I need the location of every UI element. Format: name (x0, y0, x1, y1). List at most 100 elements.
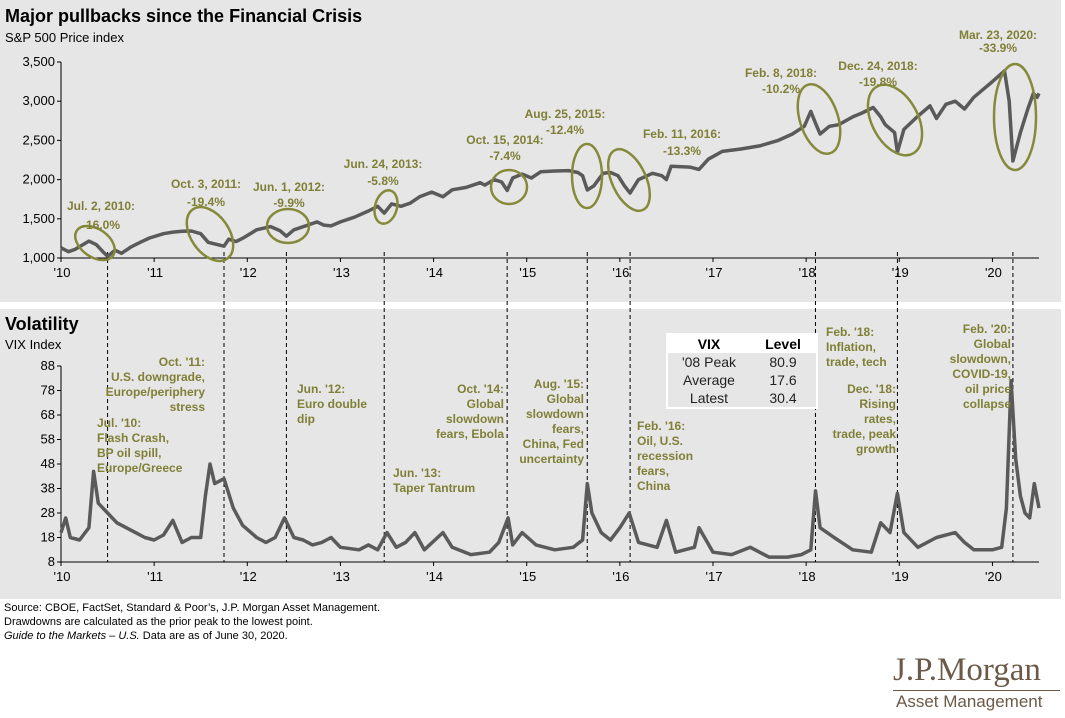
sp500-x-tick-label: '16 (612, 265, 629, 280)
vix-x-tick-label: '19 (892, 569, 909, 584)
pullback-drawdown-label: -19.4% (187, 195, 225, 209)
sp500-y-tick-label: 1,500 (22, 211, 55, 226)
pullback-drawdown-label: -13.3% (663, 144, 701, 158)
pullback-drawdown-label: -33.9% (979, 41, 1017, 55)
vix-event-label: Dec. '18: (847, 382, 896, 396)
sp500-x-tick-label: '11 (147, 265, 163, 280)
pullback-circle (570, 142, 604, 210)
vix-y-tick-label: 48 (41, 456, 55, 471)
vix-event-label: Global (974, 337, 1011, 351)
pullback-date-label: Feb. 11, 2016: (643, 127, 721, 141)
vix-y-tick-label: 8 (48, 554, 55, 569)
pullback-circle (866, 83, 924, 157)
asset-management-label: Asset Management (896, 692, 1043, 711)
chart-title: Major pullbacks since the Financial Cris… (5, 6, 363, 26)
pullback-drawdown-label: -10.2% (762, 82, 800, 96)
vix-event-label: Jun. '13: (393, 466, 441, 480)
chart-subtitle: S&P 500 Price index (5, 30, 124, 45)
vix-event-label: Europe/Greece (97, 461, 183, 475)
vix-y-tick-label: 78 (41, 383, 55, 398)
vix-event-label: dip (297, 412, 315, 426)
vix-event-label: stress (170, 400, 206, 414)
jpmorgan-logo: J.P.Morgan (893, 652, 1041, 688)
pullback-circle (185, 205, 235, 263)
vix-y-tick-label: 58 (41, 432, 55, 447)
vix-y-tick-label: 38 (41, 481, 55, 496)
vix-event-label: China (637, 479, 671, 493)
pullback-date-label: Oct. 3, 2011: (171, 177, 241, 191)
pullback-date-label: Jun. 24, 2013: (344, 157, 423, 171)
vix-event-label: Inflation, (826, 340, 876, 354)
vix-panel (0, 309, 1061, 599)
chart-canvas: 1,000 1,500 2,000 2,500 3,000 3,500 '10 '11 '12 '… (22, 28, 1041, 584)
sp500-x-tick-label: '15 (519, 265, 536, 280)
vix-y-tick-label: 18 (41, 530, 55, 545)
vix-event-label: slowdown (526, 407, 584, 421)
vix-event-label: Jun. '12: (297, 382, 345, 396)
sp500-y-tick-label: 3,500 (22, 54, 55, 69)
pullback-circle (992, 62, 1038, 172)
pullback-circle (74, 224, 116, 262)
vix-table-value: 80.9 (769, 354, 797, 370)
pullback-date-label: Oct. 15, 2014: (466, 133, 543, 147)
vix-event-label: COVID-19, (952, 367, 1011, 381)
vix-x-tick-label: '11 (147, 569, 163, 584)
pullback-drawdown-label: -19.8% (859, 75, 897, 89)
vix-event-label: fears, (552, 422, 584, 436)
vix-x-tick-label: '15 (519, 569, 536, 584)
sp500-x-tick-label: '19 (892, 265, 909, 280)
vix-table-row: Average 17.6 (668, 371, 816, 389)
vix-table-label: '08 Peak (681, 354, 737, 370)
vix-event-label: collapse (963, 397, 1011, 411)
vix-table-row: '08 Peak 80.9 (668, 353, 816, 371)
vix-event-label: Flash Crash, (97, 431, 169, 445)
vix-event-label: trade, peak (833, 427, 897, 441)
vix-table-value: 30.4 (769, 390, 797, 406)
vix-event-label: slowdown, (950, 352, 1011, 366)
vix-event-label: Taper Tantrum (393, 481, 475, 495)
vix-table-label: Latest (689, 390, 729, 406)
vix-event-label: uncertainty (519, 452, 584, 466)
pullback-drawdown-label: -9.9% (273, 196, 305, 210)
vix-event-label: Feb. '16: (637, 419, 685, 433)
vix-event-label: China, Fed (523, 437, 584, 451)
vix-event-label: slowdown (446, 412, 504, 426)
footer-guide: Guide to the Markets – U.S. Data are as … (4, 630, 288, 642)
vix-event-label: fears, Ebola (436, 427, 504, 441)
vix-event-label: Global (547, 392, 584, 406)
vix-event-label: BP oil spill, (97, 446, 161, 460)
pullback-date-label: Mar. 23, 2020: (959, 28, 1037, 42)
pullback-date-label: Jul. 2, 2010: (67, 199, 135, 213)
sp500-x-tick-label: '10 (54, 265, 71, 280)
vix-x-tick-label: '17 (706, 569, 723, 584)
footer-source: Source: CBOE, FactSet, Standard & Poor’s… (4, 602, 381, 614)
vix-event-label: Oct. '11: (159, 355, 205, 369)
logo-divider (893, 690, 1060, 691)
sp500-y-tick-label: 3,000 (22, 93, 55, 108)
vix-x-tick-label: '10 (54, 569, 71, 584)
pullback-date-label: Dec. 24, 2018: (838, 59, 917, 73)
vix-event-label: U.S. downgrade, (111, 370, 205, 384)
vix-event-label: rates, (864, 412, 896, 426)
sp500-x-tick-label: '12 (240, 265, 257, 280)
vix-x-tick-label: '20 (985, 569, 1002, 584)
sp500-x-tick-label: '13 (333, 265, 350, 280)
vix-x-tick-label: '14 (426, 569, 443, 584)
vix-event-label: Rising (859, 397, 896, 411)
vix-event-label: growth (856, 442, 896, 456)
vix-event-label: oil price (965, 382, 1011, 396)
pullback-circle (489, 168, 529, 206)
vix-y-tick-label: 68 (41, 407, 55, 422)
sp500-x-tick-label: '17 (706, 265, 723, 280)
vix-table-header: VIX Level (668, 335, 816, 353)
vix-event-label: recession (637, 449, 693, 463)
pullback-circle (606, 147, 652, 213)
volatility-title: Volatility (5, 314, 79, 334)
vix-table-header-vix: VIX (697, 336, 721, 352)
vix-y-tick-label: 88 (41, 358, 55, 373)
vix-event-label: Feb. '20: (963, 322, 1011, 336)
footer-date: Data are as of June 30, 2020. (139, 630, 288, 642)
vix-event-label: Aug. '15: (534, 377, 584, 391)
vix-event-label: Europe/periphery (106, 385, 206, 399)
pullback-date-label: Feb. 8, 2018: (745, 66, 817, 80)
